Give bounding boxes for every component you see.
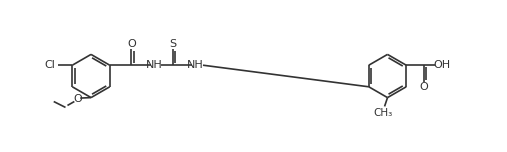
Text: NH: NH [187, 60, 203, 70]
Text: O: O [73, 94, 82, 104]
Text: Cl: Cl [45, 60, 56, 70]
Text: S: S [169, 39, 176, 49]
Text: OH: OH [433, 60, 450, 70]
Text: O: O [419, 82, 428, 92]
Text: O: O [127, 39, 136, 49]
Text: NH: NH [146, 60, 162, 70]
Text: CH₃: CH₃ [373, 108, 392, 118]
